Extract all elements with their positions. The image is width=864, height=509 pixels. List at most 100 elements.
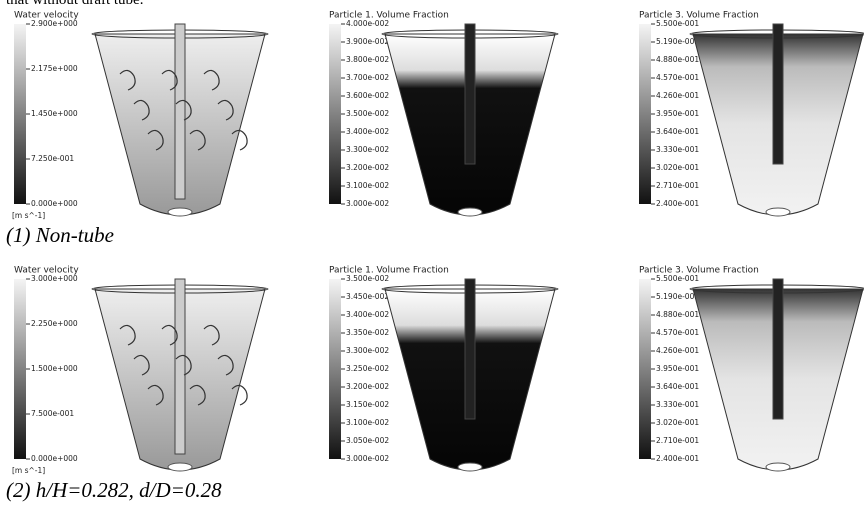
vortex-arrows bbox=[147, 384, 164, 406]
colorbar-label: 3.800e-002 bbox=[346, 55, 389, 64]
colorbar-label: 0.000e+000 bbox=[31, 199, 78, 208]
colorbar-label: 3.020e-001 bbox=[656, 163, 699, 172]
colorbar bbox=[14, 279, 26, 459]
colorbar-label: 3.950e-001 bbox=[656, 364, 699, 373]
shaft bbox=[772, 23, 784, 165]
colorbar-label: 3.200e-002 bbox=[346, 382, 389, 391]
colorbar bbox=[14, 24, 26, 204]
colorbar-label: 1.450e+000 bbox=[31, 109, 78, 118]
unit-label: [m s^-1] bbox=[12, 211, 45, 220]
colorbar-label: 2.900e+000 bbox=[31, 19, 78, 28]
colorbar-label: 2.710e-001 bbox=[656, 181, 699, 190]
cropped-text: that without draft tube. bbox=[6, 0, 143, 8]
colorbar-label: 3.400e-002 bbox=[346, 127, 389, 136]
colorbar-label: 3.150e-002 bbox=[346, 400, 389, 409]
colorbar-label: 3.300e-002 bbox=[346, 145, 389, 154]
colorbar-label: 3.300e-002 bbox=[346, 346, 389, 355]
contour-plot bbox=[91, 23, 269, 217]
colorbar-label: 2.710e-001 bbox=[656, 436, 699, 445]
colorbar-label: 4.260e-001 bbox=[656, 91, 699, 100]
vortex-arrows bbox=[161, 69, 178, 91]
outlet bbox=[765, 207, 791, 217]
vortex-arrows bbox=[217, 354, 234, 376]
panel-title: Water velocity bbox=[14, 266, 79, 276]
colorbar-label: 3.400e-002 bbox=[346, 310, 389, 319]
colorbar bbox=[329, 24, 341, 204]
colorbar-label: 3.000e+000 bbox=[31, 274, 78, 283]
outlet bbox=[457, 207, 483, 217]
colorbar-label: 3.950e-001 bbox=[656, 109, 699, 118]
caption: (1) Non-tube bbox=[6, 223, 114, 247]
shaft bbox=[464, 23, 476, 165]
colorbar-label: 3.020e-001 bbox=[656, 418, 699, 427]
vortex-arrows bbox=[189, 129, 206, 151]
colorbar-label: 3.350e-002 bbox=[346, 328, 389, 337]
vortex-arrows bbox=[119, 324, 136, 346]
colorbar-label: 3.050e-002 bbox=[346, 436, 389, 445]
colorbar-label: 2.175e+000 bbox=[31, 64, 78, 73]
contour-plot bbox=[381, 278, 559, 472]
colorbar-label: 4.570e-001 bbox=[656, 328, 699, 337]
shaft bbox=[464, 278, 476, 420]
outlet bbox=[765, 462, 791, 472]
colorbar-label: 3.700e-002 bbox=[346, 73, 389, 82]
colorbar-label: 3.600e-002 bbox=[346, 91, 389, 100]
vortex-arrows bbox=[203, 324, 220, 346]
vortex-arrows bbox=[133, 99, 150, 121]
colorbar-label: 3.500e-002 bbox=[346, 109, 389, 118]
colorbar-label: 3.330e-001 bbox=[656, 145, 699, 154]
colorbar-label: 3.450e-002 bbox=[346, 292, 389, 301]
colorbar-label: 3.640e-001 bbox=[656, 382, 699, 391]
shaft bbox=[174, 278, 186, 455]
colorbar-label: 4.260e-001 bbox=[656, 346, 699, 355]
colorbar-label: 7.250e-001 bbox=[31, 154, 74, 163]
caption: (2) h/H=0.282, d/D=0.28 bbox=[6, 478, 222, 502]
colorbar-label: 3.000e-002 bbox=[346, 199, 389, 208]
vortex-arrows bbox=[133, 354, 150, 376]
colorbar-label: 4.880e-001 bbox=[656, 310, 699, 319]
panel-title: Particle 3. Volume Fraction bbox=[639, 11, 759, 21]
colorbar-label: 3.330e-001 bbox=[656, 400, 699, 409]
colorbar-label: 2.400e-001 bbox=[656, 454, 699, 463]
vortex-arrows bbox=[217, 99, 234, 121]
colorbar-label: 3.250e-002 bbox=[346, 364, 389, 373]
colorbar-label: 5.190e-001 bbox=[656, 292, 699, 301]
colorbar-label: 3.500e-002 bbox=[346, 274, 389, 283]
colorbar-label: 1.500e+000 bbox=[31, 364, 78, 373]
vortex-arrows bbox=[161, 324, 178, 346]
panel-title: Particle 1. Volume Fraction bbox=[329, 11, 449, 21]
vortex-arrows bbox=[231, 384, 248, 406]
colorbar-label: 2.250e+000 bbox=[31, 319, 78, 328]
contour-plot bbox=[91, 278, 269, 472]
vortex-arrows bbox=[175, 354, 192, 376]
vortex-arrows bbox=[119, 69, 136, 91]
colorbar-label: 7.500e-001 bbox=[31, 409, 74, 418]
colorbar-label: 4.880e-001 bbox=[656, 55, 699, 64]
contour-plot bbox=[381, 23, 559, 217]
unit-label: [m s^-1] bbox=[12, 466, 45, 475]
outlet bbox=[167, 207, 193, 217]
colorbar-label: 5.500e-001 bbox=[656, 274, 699, 283]
colorbar-label: 3.000e-002 bbox=[346, 454, 389, 463]
colorbar bbox=[639, 24, 651, 204]
shaft bbox=[772, 278, 784, 420]
colorbar-label: 5.500e-001 bbox=[656, 19, 699, 28]
colorbar-label: 0.000e+000 bbox=[31, 454, 78, 463]
colorbar-label: 4.570e-001 bbox=[656, 73, 699, 82]
colorbar-label: 2.400e-001 bbox=[656, 199, 699, 208]
colorbar bbox=[639, 279, 651, 459]
outlet bbox=[457, 462, 483, 472]
colorbar-label: 3.100e-002 bbox=[346, 181, 389, 190]
panel-title: Particle 3. Volume Fraction bbox=[639, 266, 759, 276]
vortex-arrows bbox=[147, 129, 164, 151]
panel-title: Water velocity bbox=[14, 11, 79, 21]
colorbar bbox=[329, 279, 341, 459]
colorbar-label: 4.000e-002 bbox=[346, 19, 389, 28]
colorbar-label: 3.100e-002 bbox=[346, 418, 389, 427]
colorbar-label: 3.200e-002 bbox=[346, 163, 389, 172]
panel-title: Particle 1. Volume Fraction bbox=[329, 266, 449, 276]
colorbar-label: 3.900e-002 bbox=[346, 37, 389, 46]
contour-plot bbox=[689, 23, 864, 217]
colorbar-label: 5.190e-001 bbox=[656, 37, 699, 46]
